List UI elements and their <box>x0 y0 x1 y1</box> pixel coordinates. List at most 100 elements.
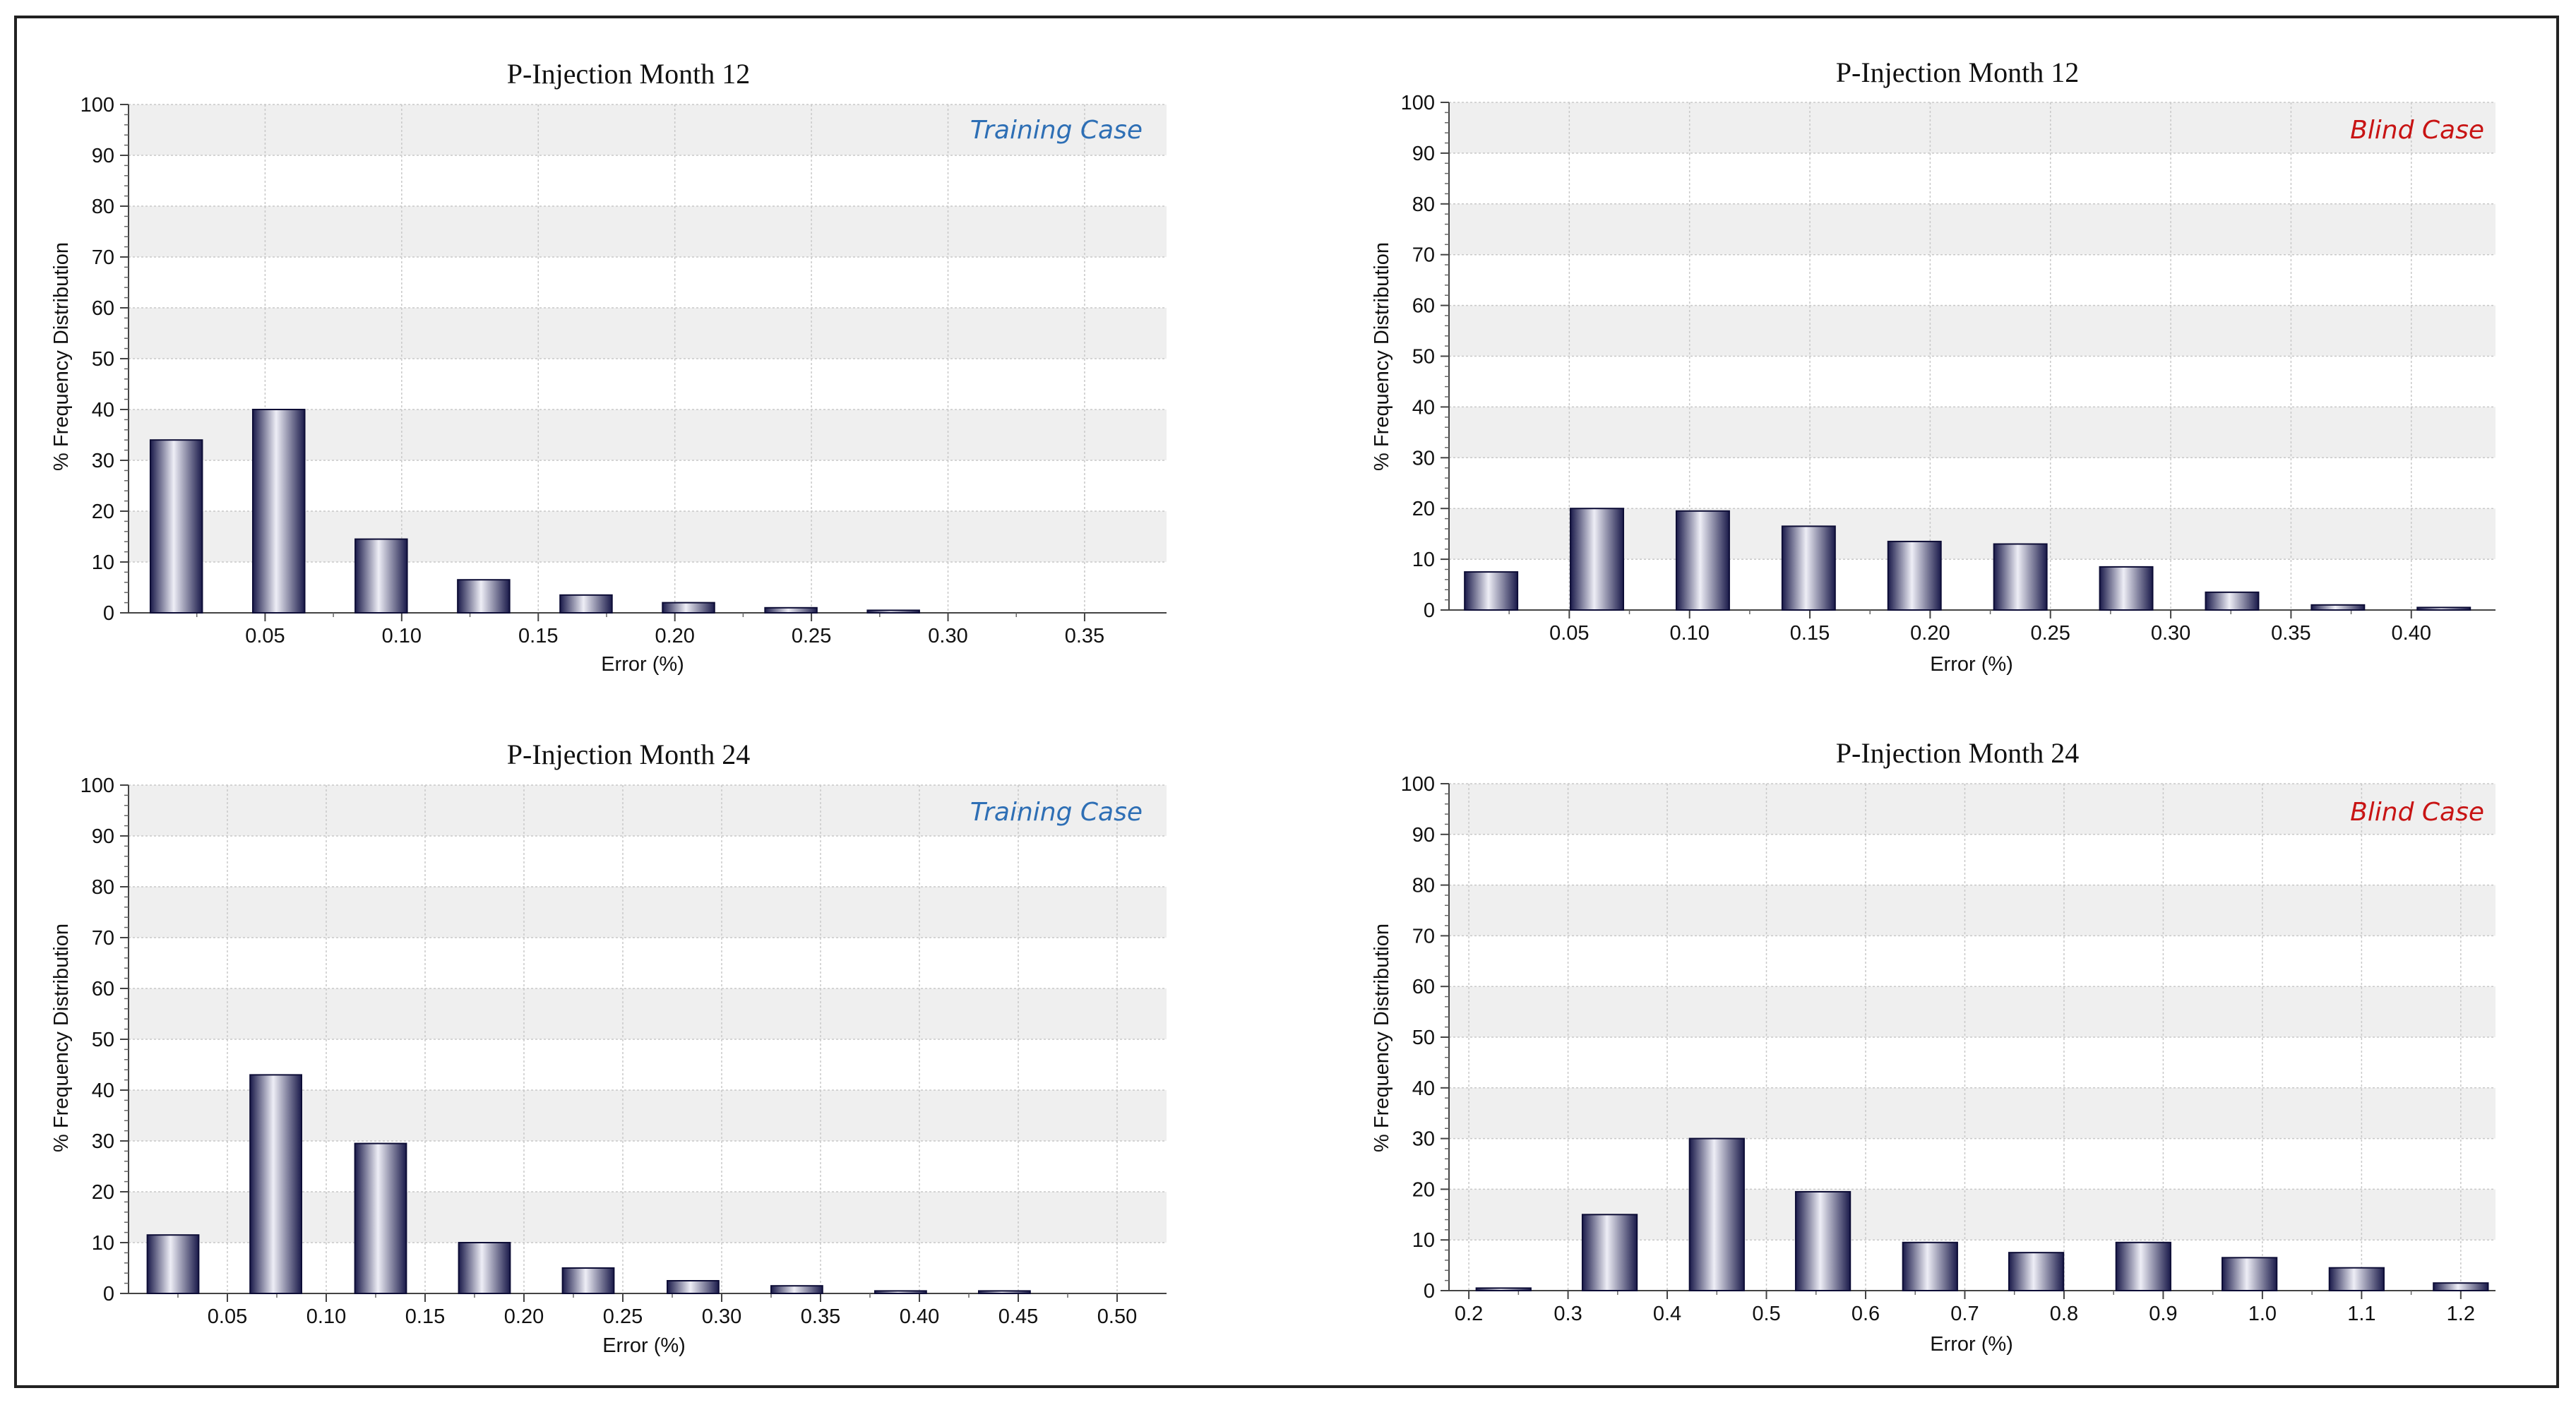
bar <box>249 1074 303 1295</box>
y-tick-label: 60 <box>92 297 114 320</box>
y-tick-label: 0 <box>1424 1280 1435 1303</box>
x-tick-label: 0.30 <box>2151 622 2190 645</box>
y-tick-label: 90 <box>92 145 114 167</box>
bar <box>354 538 408 614</box>
chart-panel-4: P-Injection Month 24 % Frequency Distrib… <box>1371 737 2496 1356</box>
y-tick-label: 60 <box>1412 976 1435 998</box>
x-tick-label: 0.15 <box>405 1305 445 1328</box>
y-tick-label: 40 <box>92 399 114 422</box>
grid-band <box>1449 407 2496 458</box>
y-tick-label: 30 <box>92 1130 114 1153</box>
bar <box>2099 566 2154 611</box>
x-tick-label: 0.15 <box>1790 622 1830 645</box>
bar <box>146 1234 200 1294</box>
bar <box>1688 1137 1745 1291</box>
bar <box>559 594 613 614</box>
grid-band <box>129 308 1167 359</box>
x-tick-label: 0.20 <box>1910 622 1950 645</box>
y-tick-label: 10 <box>92 551 114 574</box>
grid-band <box>1449 102 2496 153</box>
y-axis-label: % Frequency Distribution <box>50 242 73 471</box>
x-tick-label: 0.3 <box>1554 1303 1582 1325</box>
y-tick-label: 60 <box>92 978 114 1000</box>
bar <box>1902 1241 1958 1292</box>
x-tick-label: 0.45 <box>998 1305 1038 1328</box>
chart-title: P-Injection Month 12 <box>1836 56 2079 88</box>
y-tick-label: 70 <box>92 927 114 950</box>
x-tick-label: 0.10 <box>382 625 422 647</box>
chart-panel-3: P-Injection Month 24 % Frequency Distrib… <box>50 739 1167 1357</box>
y-tick-label: 70 <box>92 246 114 269</box>
x-tick-label: 0.5 <box>1752 1303 1780 1325</box>
grid-band <box>1449 986 2496 1037</box>
x-tick-label: 0.10 <box>1669 622 1709 645</box>
grid-band <box>129 206 1167 257</box>
y-tick-label: 90 <box>92 825 114 848</box>
case-label: Blind Case <box>2350 798 2484 827</box>
y-tick-label: 20 <box>92 501 114 523</box>
bar <box>1781 525 1836 611</box>
y-tick-label: 100 <box>1401 92 1435 114</box>
y-tick-label: 10 <box>92 1232 114 1255</box>
y-tick-label: 20 <box>1412 1178 1435 1201</box>
x-tick-label: 0.25 <box>2030 622 2070 645</box>
y-tick-label: 40 <box>92 1080 114 1102</box>
bar <box>662 602 715 614</box>
y-tick-label: 80 <box>1412 875 1435 897</box>
y-tick-label: 40 <box>1412 1077 1435 1100</box>
bar <box>866 609 920 614</box>
plot-area: 0 10 20 30 40 50 60 70 80 90 100 0.05 0.10 0.15 0.20 0.… <box>80 775 1167 1328</box>
x-tick-label: 0.25 <box>603 1305 643 1328</box>
bar <box>252 409 306 614</box>
grid-band <box>129 785 1167 836</box>
x-tick-label: 0.6 <box>1852 1303 1880 1325</box>
chart-title: P-Injection Month 24 <box>1836 737 2079 769</box>
y-tick-label: 80 <box>92 876 114 899</box>
y-axis-label: % Frequency Distribution <box>50 923 73 1152</box>
bar <box>1464 571 1519 611</box>
y-tick-label: 0 <box>103 1283 114 1305</box>
bar <box>561 1267 615 1294</box>
chart-panel-2: P-Injection Month 12 % Frequency Distrib… <box>1371 56 2496 676</box>
x-tick-label: 0.05 <box>1549 622 1589 645</box>
bar <box>667 1280 720 1294</box>
bar <box>149 439 203 614</box>
chart-title: P-Injection Month 24 <box>507 739 750 770</box>
bar <box>2416 606 2471 611</box>
y-tick-label: 80 <box>1412 193 1435 216</box>
y-tick-label: 50 <box>1412 346 1435 369</box>
y-tick-label: 40 <box>1412 396 1435 419</box>
case-label: Training Case <box>970 798 1143 827</box>
bar <box>770 1285 823 1294</box>
y-tick-label: 30 <box>1412 1128 1435 1151</box>
bar <box>1887 540 1942 611</box>
bar <box>2205 591 2260 611</box>
x-axis-label: Error (%) <box>601 653 684 676</box>
bar <box>1675 510 1730 611</box>
x-tick-label: 0.30 <box>702 1305 741 1328</box>
y-tick-label: 90 <box>1412 824 1435 847</box>
y-tick-label: 30 <box>1412 447 1435 470</box>
y-tick-label: 10 <box>1412 549 1435 571</box>
y-axis-label: % Frequency Distribution <box>1371 242 1393 471</box>
bar <box>1581 1214 1638 1292</box>
y-tick-label: 20 <box>92 1181 114 1204</box>
bar <box>764 606 818 614</box>
y-tick-label: 50 <box>92 348 114 371</box>
bar <box>874 1290 927 1295</box>
bar <box>2433 1282 2489 1291</box>
bar <box>457 579 511 614</box>
y-tick-label: 80 <box>92 196 114 218</box>
x-tick-label: 0.35 <box>2271 622 2310 645</box>
x-tick-label: 0.2 <box>1455 1303 1483 1325</box>
x-tick-label: 0.7 <box>1950 1303 1979 1325</box>
x-tick-label: 0.9 <box>2149 1303 2177 1325</box>
bar <box>1570 508 1625 611</box>
x-axis-label: Error (%) <box>1930 1333 2013 1356</box>
bar <box>2310 604 2366 611</box>
y-tick-label: 70 <box>1412 244 1435 267</box>
y-tick-label: 90 <box>1412 143 1435 165</box>
x-tick-label: 1.2 <box>2447 1303 2475 1325</box>
y-tick-label: 30 <box>92 450 114 472</box>
x-tick-label: 0.20 <box>655 625 694 647</box>
